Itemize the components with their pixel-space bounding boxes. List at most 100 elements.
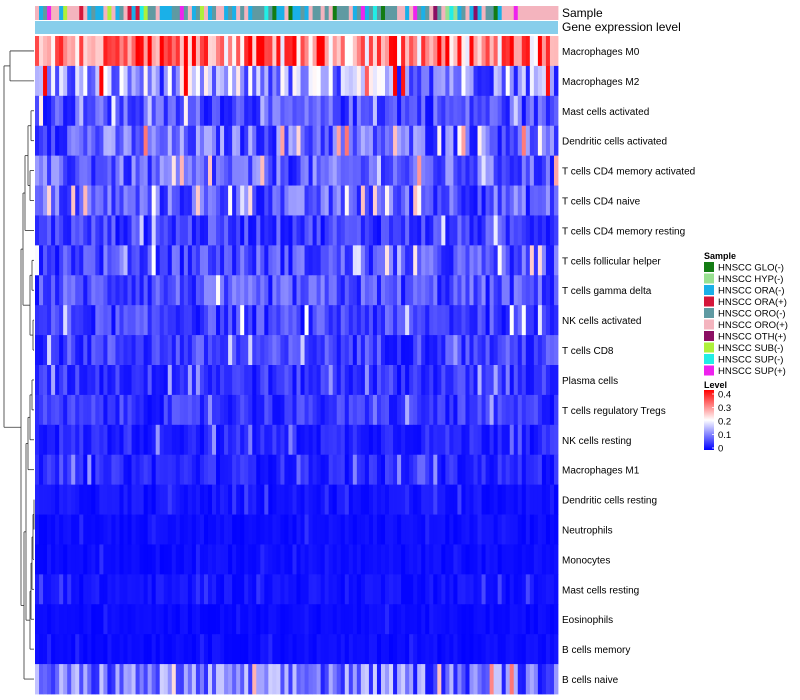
heatmap-cell [445,125,450,157]
heatmap-cell [288,514,293,545]
heatmap-cell [549,365,555,396]
heatmap-cell [35,36,40,67]
heatmap-cell [288,634,293,665]
heatmap-cell [143,604,149,635]
heatmap-cell [328,664,334,695]
heatmap-cell [167,215,173,246]
heatmap-cell [240,424,245,456]
heatmap-cell [67,335,72,366]
heatmap-cell [457,664,462,695]
sample-annotation-cell [212,6,217,20]
heatmap-cell [59,394,64,426]
heatmap-cell [87,394,92,426]
sample-annotation-cell [135,6,140,20]
heatmap-cell [159,36,165,67]
heatmap-cell [316,394,322,426]
heatmap-cell [553,95,559,127]
heatmap-cell [35,275,40,306]
heatmap-cell [545,544,551,575]
heatmap-cell [449,95,454,127]
heatmap-cell [139,604,145,635]
level-legend-tick-label: 0.2 [718,417,731,428]
heatmap-cell [441,275,446,306]
heatmap-cell [236,275,241,306]
heatmap-cell [284,484,289,515]
heatmap-cell [533,335,539,366]
heatmap-cell [155,604,161,635]
heatmap-cell [220,185,225,216]
heatmap-cell [228,275,233,306]
heatmap-cell [368,185,374,216]
heatmap-cell [87,335,92,366]
heatmap-cell [529,335,535,366]
heatmap-cell [220,604,225,635]
heatmap-cell [63,394,68,426]
heatmap-cell [207,484,213,515]
heatmap-cell [473,514,478,545]
heatmap-cell [465,95,470,127]
heatmap-cell [368,394,374,426]
heatmap-cell [107,574,112,605]
heatmap-cell [453,424,458,456]
heatmap-cell [163,484,169,515]
heatmap-cell [220,335,225,366]
sample-legend-label: HNSCC ORO(+) [718,320,788,331]
heatmap-cell [220,215,225,246]
heatmap-cell [513,484,519,515]
heatmap-cell [364,36,370,67]
heatmap-cell [364,484,370,515]
heatmap-cell [203,305,209,336]
heatmap-cell [131,604,136,635]
heatmap-cell [525,185,531,216]
heatmap-cell [79,275,84,306]
heatmap-cell [517,634,523,665]
heatmap-cell [304,394,309,426]
heatmap-cell [316,95,322,127]
heatmap-cell [207,305,213,336]
heatmap-cell [521,424,527,456]
heatmap-cell [103,95,108,127]
heatmap-cell [207,664,213,695]
heatmap-cell [187,36,193,67]
sample-annotation-cell [87,6,92,20]
heatmap-cell [461,365,466,396]
heatmap-cell [529,394,535,426]
heatmap-cell [312,155,318,186]
heatmap-cell [521,185,527,216]
heatmap-cell [344,215,350,246]
heatmap-cell [59,424,64,456]
heatmap-cell [356,95,362,127]
heatmap-cell [513,454,519,486]
heatmap-cell [59,125,64,157]
heatmap-cell [119,36,124,67]
heatmap-cell [75,65,80,97]
heatmap-cell [409,664,414,695]
heatmap-cell [465,604,470,635]
heatmap-cell [252,574,257,605]
heatmap-cell [441,664,446,695]
heatmap-cell [489,245,495,276]
heatmap-cell [79,544,84,575]
heatmap-cell [91,36,96,67]
heatmap-cell [71,394,76,426]
heatmap-cell [489,424,495,456]
row-label: T cells CD8 [562,346,614,357]
heatmap-cell [183,95,189,127]
heatmap-cell [39,514,44,545]
heatmap-cell [280,574,285,605]
heatmap-cell [376,664,382,695]
heatmap-cell [87,185,92,216]
heatmap-cell [51,245,56,276]
heatmap-cell [421,394,426,426]
heatmap-cell [272,125,277,157]
heatmap-cell [389,36,394,67]
heatmap-cell [155,664,161,695]
heatmap-cell [240,634,245,665]
heatmap-cell [425,514,430,545]
heatmap-cell [59,155,64,186]
heatmap-cell [389,365,394,396]
heatmap-cell [47,664,52,695]
heatmap-cell [232,305,237,336]
heatmap-cell [207,185,213,216]
